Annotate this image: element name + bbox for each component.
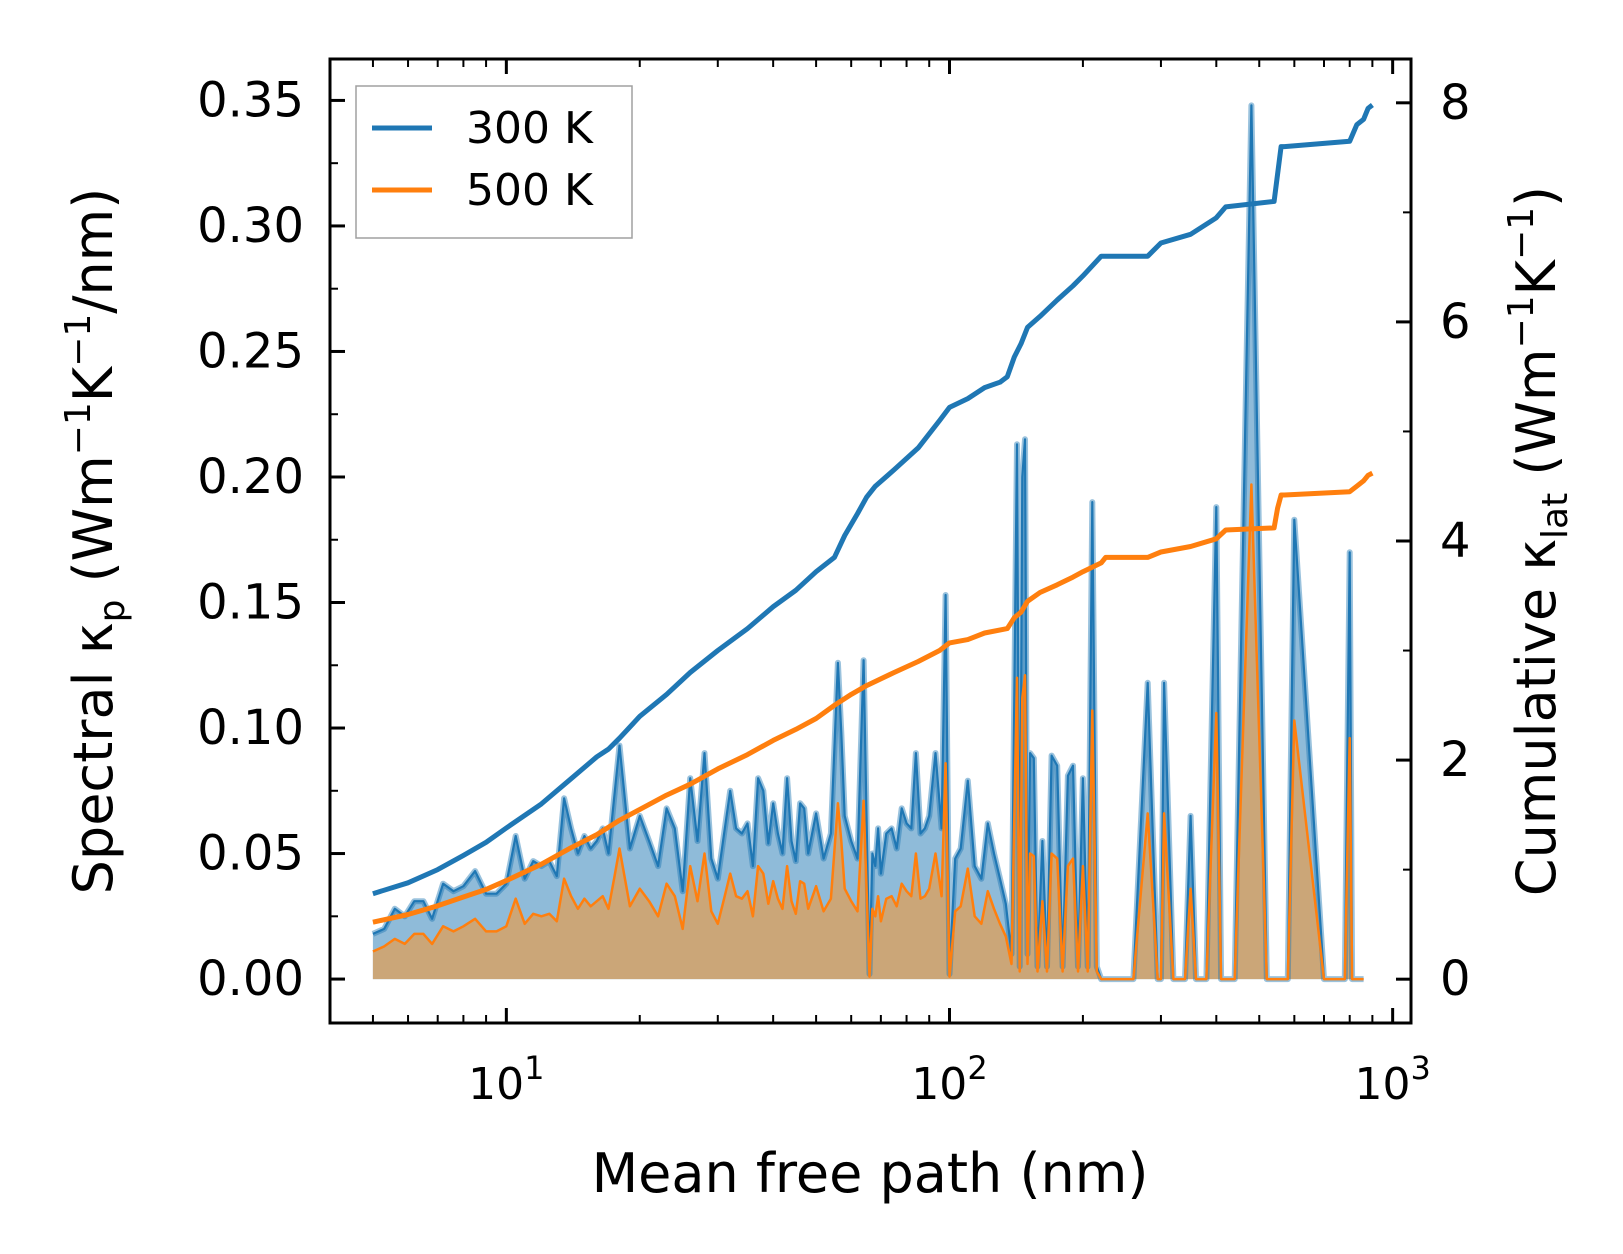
spectral-line-500k	[372, 483, 1364, 981]
y-left-tick-label: 0.05	[197, 826, 304, 882]
legend-label-500k: 500 K	[466, 165, 594, 216]
cumulative-line-500k	[372, 470, 1374, 925]
x-tick-label-exponent: 1	[524, 1049, 544, 1087]
x-tick-label: 102	[911, 1049, 987, 1110]
y-left-tick-label: 0.20	[197, 449, 304, 505]
x-tick-label-exponent: 2	[967, 1049, 987, 1087]
spectral-lines	[371, 102, 1364, 983]
y-right-tick-label: 4	[1440, 513, 1471, 569]
x-axis-label: Mean free path (nm)	[592, 1142, 1149, 1205]
y-right-tick-label: 0	[1440, 951, 1471, 1007]
y-left-tick-label: 0.15	[197, 575, 304, 631]
x-tick-label-exponent: 3	[1410, 1049, 1430, 1087]
y-left-tick-label: 0.30	[197, 198, 304, 254]
y-left-tick-label: 0.35	[197, 72, 304, 128]
y-left-tick-label: 0.00	[197, 951, 304, 1007]
y-axis-left-label: Spectral κp (Wm−1K−1/nm)	[58, 188, 133, 895]
legend-box	[355, 85, 633, 239]
y-axis-left-ticks: 0.00 0.05 0.10 0.15 0.20 0.25 0.30 0.35	[197, 72, 345, 1007]
legend-label-300k: 300 K	[466, 103, 594, 154]
x-tick-label-base: 10	[1354, 1059, 1410, 1110]
y-right-tick-label: 2	[1440, 732, 1471, 788]
x-tick-label: 101	[468, 1049, 544, 1110]
cumulative-line-300k	[372, 103, 1374, 897]
x-tick-label: 103	[1354, 1049, 1430, 1110]
y-left-tick-label: 0.10	[197, 700, 304, 756]
cumulative-lines	[372, 103, 1374, 925]
y-left-tick-label: 0.25	[197, 323, 304, 379]
x-tick-label-base: 10	[468, 1059, 524, 1110]
y-axis-right-ticks: 0 2 4 6 8	[1396, 75, 1471, 1007]
y-axis-right-label: Cumulative κlat (Wm−1K−1)	[1501, 186, 1576, 896]
x-tick-label-base: 10	[911, 1059, 967, 1110]
x-axis-ticks: 101 102 103	[329, 59, 1431, 1110]
legend: 300 K 500 K	[355, 85, 633, 239]
y-right-tick-label: 6	[1440, 294, 1471, 350]
y-right-tick-label: 8	[1440, 75, 1471, 131]
spectral-line-300k	[372, 104, 1364, 981]
